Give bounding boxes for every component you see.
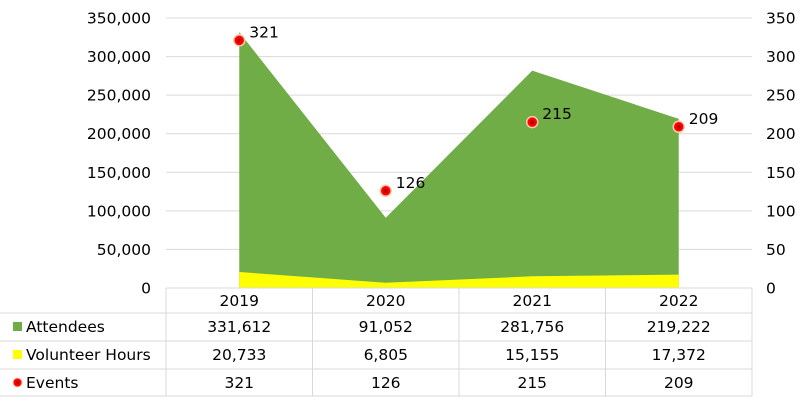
table-cell-attendees: 281,756 xyxy=(500,318,564,336)
category-label: 2021 xyxy=(513,292,552,310)
table-cell-attendees: 331,612 xyxy=(207,318,271,336)
events-data-label: 321 xyxy=(249,23,279,41)
category-label: 2020 xyxy=(366,292,405,310)
legend-key-core xyxy=(15,380,20,385)
right-axis-tick-label: 150 xyxy=(766,164,796,182)
left-axis-tick-label: 0 xyxy=(141,280,151,298)
left-axis-tick-label: 200,000 xyxy=(87,125,151,143)
table-row-label-events: Events xyxy=(26,374,78,392)
data-table: Attendees 331,612 91,052 281,756 219,222 Volu… xyxy=(0,288,753,397)
events-marker-core xyxy=(676,124,681,129)
legend-key-attendees xyxy=(13,322,22,331)
table-cell-events: 215 xyxy=(517,374,547,392)
events-marker-group: 321 126 215 209 xyxy=(233,23,719,198)
category-label: 2022 xyxy=(659,292,698,310)
table-cell-volunteer-hours: 17,372 xyxy=(652,346,706,364)
events-marker-core xyxy=(237,38,242,43)
left-axis-tick-label: 100,000 xyxy=(87,202,151,220)
right-axis-tick-label: 50 xyxy=(766,241,786,259)
left-axis-tick-label: 50,000 xyxy=(97,241,151,259)
table-row-label-attendees: Attendees xyxy=(26,318,105,336)
table-cell-volunteer-hours: 15,155 xyxy=(505,346,559,364)
events-data-label: 209 xyxy=(689,110,719,128)
right-axis-tick-label: 100 xyxy=(766,202,796,220)
right-axis-tick-label: 200 xyxy=(766,125,796,143)
area-series-group xyxy=(239,32,679,288)
table-cell-events: 321 xyxy=(224,374,254,392)
table-cell-volunteer-hours: 6,805 xyxy=(364,346,408,364)
events-marker-core xyxy=(383,188,388,193)
right-axis-tick-label: 0 xyxy=(766,280,776,298)
category-label: 2019 xyxy=(220,292,259,310)
table-row-label-volunteer-hours: Volunteer Hours xyxy=(26,346,151,364)
table-cell-events: 126 xyxy=(371,374,401,392)
left-axis-tick-label: 150,000 xyxy=(87,164,151,182)
events-marker-core xyxy=(530,119,535,125)
right-axis-tick-label: 300 xyxy=(766,48,796,66)
left-axis-tick-label: 300,000 xyxy=(87,48,151,66)
table-cell-attendees: 219,222 xyxy=(647,318,711,336)
axes: 0 50,000 100,000 150,000 200,000 250,000 300,0… xyxy=(87,10,796,311)
table-cell-volunteer-hours: 20,733 xyxy=(212,346,266,364)
right-axis-tick-label: 250 xyxy=(766,87,796,105)
left-axis-tick-label: 350,000 xyxy=(87,10,151,28)
events-data-label: 126 xyxy=(396,174,426,192)
area-volunteer-hours xyxy=(239,272,679,288)
right-axis-tick-label: 350 xyxy=(766,10,796,28)
events-data-label: 215 xyxy=(542,105,572,123)
table-cell-events: 209 xyxy=(664,374,694,392)
table-cell-attendees: 91,052 xyxy=(359,318,413,336)
legend-key-volunteer-hours xyxy=(13,350,22,359)
area-attendees xyxy=(239,32,679,288)
left-axis-tick-label: 250,000 xyxy=(87,87,151,105)
